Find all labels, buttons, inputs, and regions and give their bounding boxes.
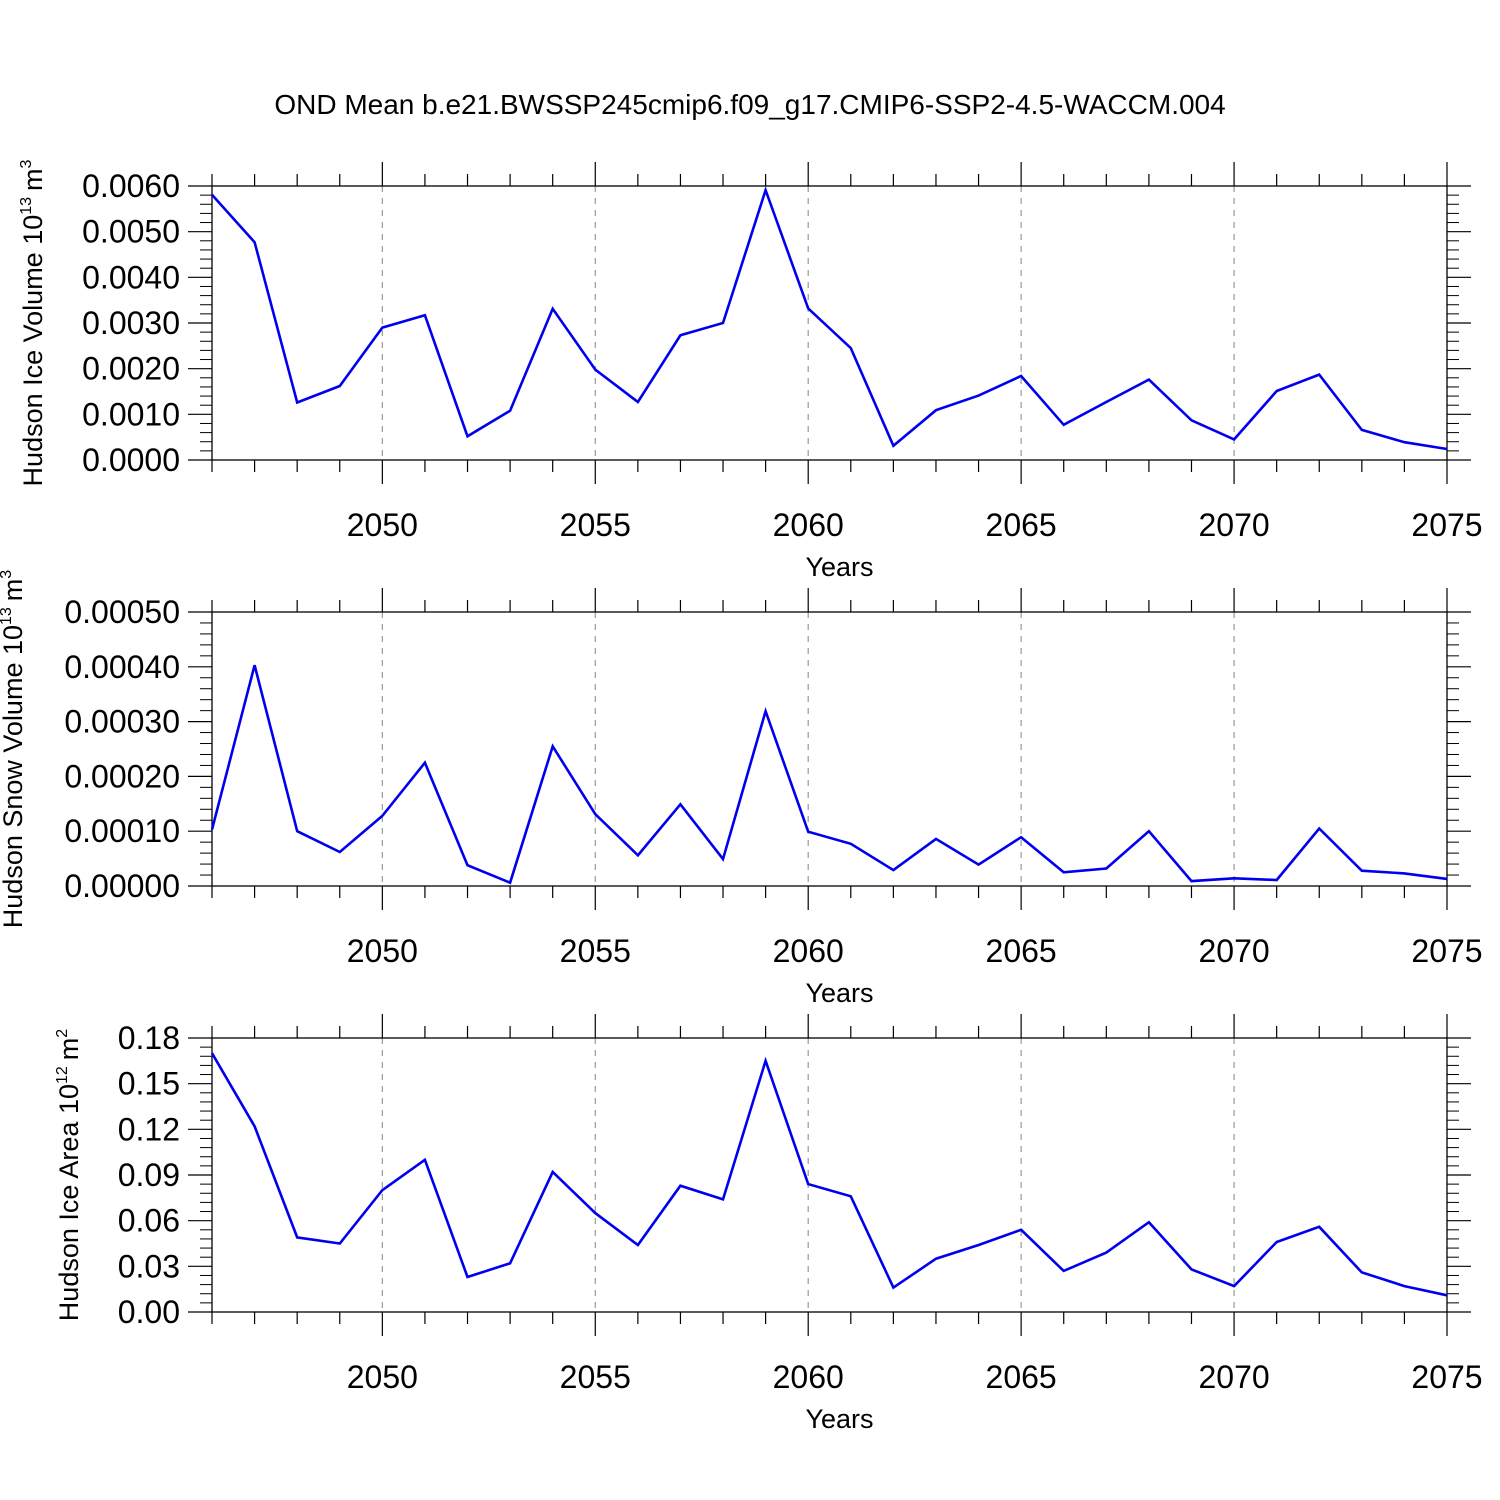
y-axis-label-text: Hudson Snow Volume 10 [0,625,28,928]
x-tick-label: 2075 [1411,933,1482,969]
y-axis-label-exp: 13 [18,197,35,215]
y-tick-label: 0.0040 [82,259,180,295]
x-tick-label: 2060 [773,507,844,543]
y-tick-label: 0.00030 [64,704,180,740]
y-tick-label: 0.00020 [64,758,180,794]
y-axis-label-unit-exp: 3 [18,159,35,168]
chart-title: OND Mean b.e21.BWSSP245cmip6.f09_g17.CMI… [274,89,1225,120]
chart-panel-3: 2050 2055 2060 2065 2070 2075 0.00 0.03 0.06 0.09… [54,1014,1483,1434]
plot-frame [211,611,1448,887]
chart-panel-1: 2050 2055 2060 2065 2070 2075 0.0000 0.0010 0.00… [18,159,1483,582]
y-tick-label: 0.0010 [82,396,180,432]
y-axis-label-unit: m [54,1038,84,1061]
x-tick-label: 2050 [347,507,418,543]
y-axis-label-text: Hudson Ice Area 10 [54,1084,84,1321]
y-axis-label-text: Hudson Ice Volume 10 [18,215,48,487]
y-axis-label: Hudson Ice Volume 1013 m3 [18,159,48,486]
y-tick-label: 0.18 [118,1020,180,1056]
x-tick-label: 2070 [1198,933,1269,969]
x-axis-label: Years [805,1404,873,1434]
y-axis-label-unit: m [18,168,48,191]
x-tick-label: 2065 [986,507,1057,543]
y-axis-label-exp: 13 [0,607,15,625]
x-axis-label: Years [805,978,873,1008]
y-tick-label: 0.0030 [82,305,180,341]
series-line [210,664,1448,885]
y-tick-label: 0.0060 [82,168,180,204]
x-tick-label: 2070 [1198,507,1269,543]
y-tick-label: 0.00050 [64,594,180,630]
x-tick-label: 2065 [986,1359,1057,1395]
y-tick-label: 0.00040 [64,649,180,685]
x-tick-label: 2075 [1411,1359,1482,1395]
y-tick-label: 0.09 [118,1157,180,1193]
y-tick-label: 0.00010 [64,813,180,849]
x-tick-label: 2055 [560,933,631,969]
x-tick-label: 2075 [1411,507,1482,543]
y-tick-label: 0.12 [118,1111,180,1147]
x-tick-label: 2060 [773,933,844,969]
y-axis-label-unit-exp: 3 [0,570,15,579]
y-tick-label: 0.00 [118,1294,180,1330]
x-tick-label: 2070 [1198,1359,1269,1395]
plot-frame [211,1037,1448,1313]
y-axis-label: Hudson Ice Area 1012 m2 [54,1029,84,1321]
y-tick-label: 0.00000 [64,868,180,904]
x-axis-label: Years [805,552,873,582]
y-axis-label-exp: 12 [54,1066,71,1084]
x-tick-label: 2050 [347,1359,418,1395]
y-tick-label: 0.06 [118,1203,180,1239]
y-axis-label-unit-exp: 2 [54,1029,71,1038]
series-line [211,186,1448,451]
y-tick-label: 0.0020 [82,351,180,387]
y-axis-label: Hudson Snow Volume 1013 m3 [0,570,28,929]
y-tick-label: 0.15 [118,1066,180,1102]
y-tick-label: 0.0000 [82,442,180,478]
y-tick-label: 0.0050 [82,214,180,250]
x-tick-label: 2055 [560,507,631,543]
x-tick-label: 2050 [347,933,418,969]
x-tick-label: 2060 [773,1359,844,1395]
series-line [210,1052,1448,1297]
x-tick-label: 2055 [560,1359,631,1395]
x-tick-label: 2065 [986,933,1057,969]
y-tick-label: 0.03 [118,1248,180,1284]
chart-panel-2: 2050 2055 2060 2065 2070 2075 0.00000 0.00010 0.… [0,570,1483,1008]
y-axis-label-unit: m [0,579,28,602]
